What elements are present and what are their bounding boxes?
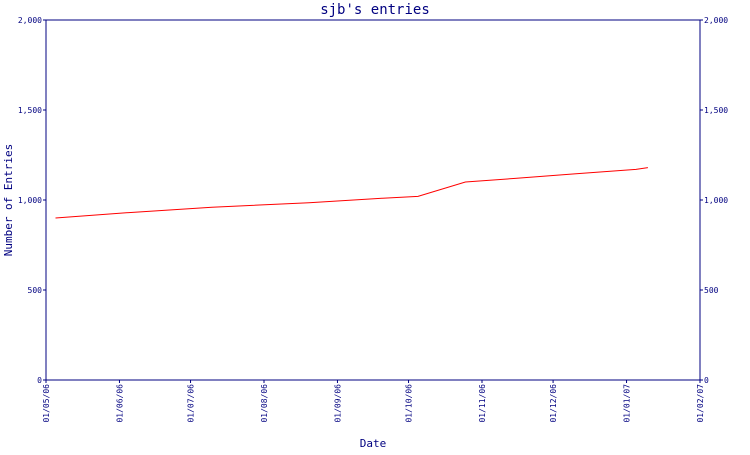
chart-title: sjb's entries: [320, 2, 430, 18]
x-tick-label: 01/09/06: [333, 384, 342, 423]
series-group: [55, 167, 648, 219]
plot-frame: [45, 19, 701, 381]
x-tick-label: 01/10/06: [405, 384, 414, 423]
y-tick-label-left: 0: [37, 376, 42, 385]
left-y-axis: 0 500 1,000 1,500 2,000: [18, 16, 46, 385]
x-tick-label: 01/07/06: [187, 384, 196, 423]
right-y-axis: 0 500 1,000 1,500 2,000: [700, 16, 728, 385]
x-axis-label: Date: [360, 437, 387, 450]
y-axis-label: Number of Entries: [2, 144, 15, 257]
series-line: [55, 167, 648, 219]
y-tick-label-left: 1,000: [18, 196, 42, 205]
x-tick-label: 01/05/06: [42, 384, 51, 423]
y-tick-label-left: 2,000: [18, 16, 42, 25]
y-tick-label-right: 2,000: [704, 16, 728, 25]
x-tick-label: 01/02/07: [696, 384, 705, 423]
y-tick-label-right: 0: [704, 376, 709, 385]
y-tick-label-right: 1,500: [704, 106, 728, 115]
x-axis: 01/05/06 01/06/06 01/07/06 01/08/06 01/09/06…: [42, 380, 705, 423]
y-tick-label-left: 1,500: [18, 106, 42, 115]
y-tick-label-right: 500: [704, 286, 719, 295]
y-tick-label-right: 1,000: [704, 196, 728, 205]
x-tick-label: 01/01/07: [623, 384, 632, 423]
x-tick-label: 01/11/06: [478, 384, 487, 423]
y-tick-label-left: 500: [28, 286, 43, 295]
x-tick-label: 01/08/06: [260, 384, 269, 423]
x-tick-label: 01/06/06: [115, 384, 124, 423]
x-tick-label: 01/12/06: [549, 384, 558, 423]
